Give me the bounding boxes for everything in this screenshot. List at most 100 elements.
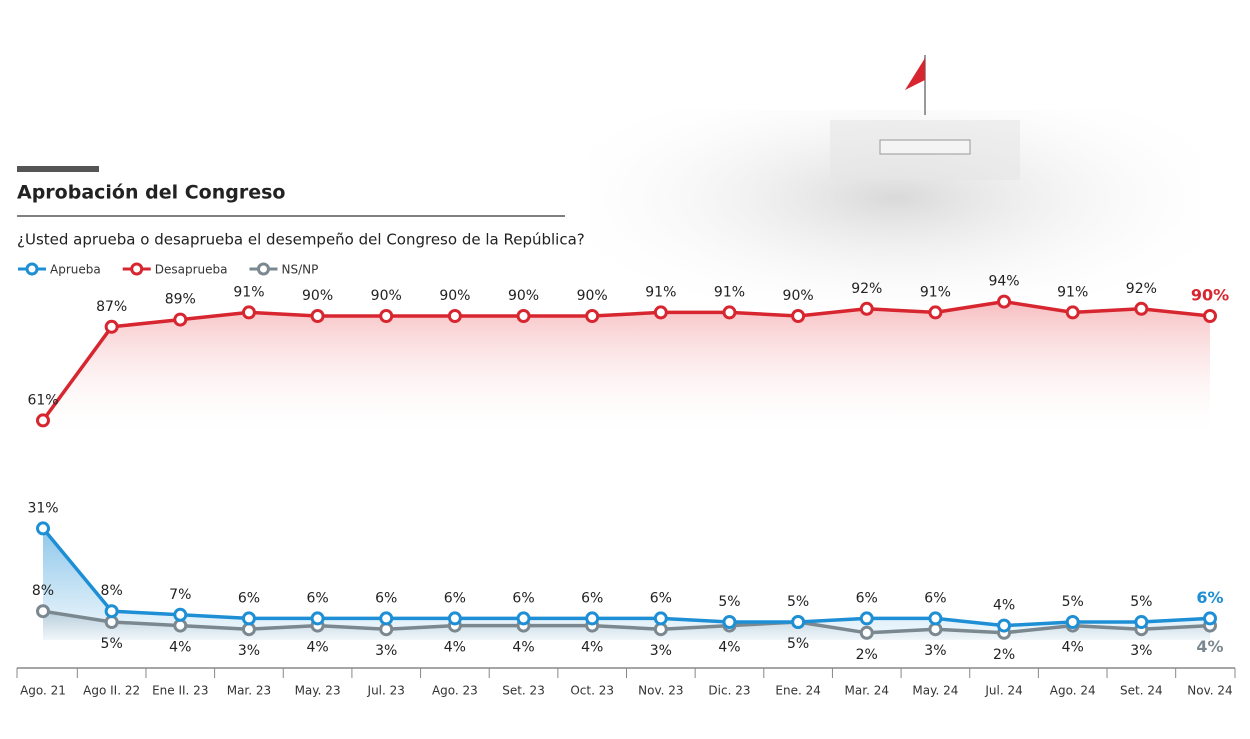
x-tick-label: Ago. 23 [432, 684, 478, 698]
data-label: 5% [787, 636, 809, 652]
x-tick-label: Nov. 23 [638, 684, 683, 698]
data-label: 6% [650, 590, 672, 606]
data-label: 6% [581, 590, 603, 606]
x-tick-label: Dic. 23 [708, 684, 750, 698]
point [173, 607, 188, 622]
data-label: 4% [169, 640, 191, 656]
data-label: 87% [96, 299, 127, 315]
data-label: 5% [1062, 594, 1084, 610]
data-label: 61% [27, 392, 58, 408]
legend-label: NS/NP [281, 263, 318, 277]
chart-subtitle: ¿Usted aprueba o desaprueba el desempeño… [17, 231, 585, 249]
data-label: 90% [577, 288, 608, 304]
point [653, 611, 668, 626]
x-tick-label: Ago. 21 [20, 684, 66, 698]
x-tick-label: Ago II. 22 [83, 684, 140, 698]
x-tick-label: May. 23 [295, 684, 341, 698]
data-label: 4% [581, 640, 603, 656]
point [928, 611, 943, 626]
x-tick-label: Nov. 24 [1187, 684, 1232, 698]
point [859, 625, 874, 640]
legend-marker [256, 262, 270, 276]
data-label: 8% [32, 583, 54, 599]
point [859, 301, 874, 316]
x-tick-label: Set. 23 [502, 684, 545, 698]
point [36, 521, 50, 536]
data-label: 4% [1196, 637, 1223, 656]
data-label: 31% [27, 500, 58, 516]
point [585, 309, 600, 323]
data-label: 3% [375, 643, 397, 659]
data-label: 90% [1191, 286, 1229, 305]
legend-label: Aprueba [50, 263, 101, 277]
point [173, 312, 188, 327]
data-label: 4% [306, 640, 328, 656]
data-label: 5% [718, 594, 740, 610]
data-label: 6% [238, 590, 260, 606]
point [310, 611, 325, 626]
data-label: 6% [444, 590, 466, 606]
x-tick-label: Jul. 23 [367, 684, 405, 698]
area [43, 301, 1210, 440]
point [722, 305, 737, 320]
data-label: 94% [988, 274, 1019, 290]
data-label: 3% [924, 643, 946, 659]
data-label: 5% [101, 636, 123, 652]
data-label: 6% [856, 590, 878, 606]
data-label: 2% [856, 647, 878, 663]
x-tick-label: May. 24 [912, 684, 958, 698]
x-tick-label: Jul. 24 [984, 684, 1022, 698]
point [104, 319, 119, 334]
x-tick-label: Ene II. 23 [152, 684, 208, 698]
point [516, 309, 531, 323]
data-label: 4% [1062, 640, 1084, 656]
data-label: 7% [169, 587, 191, 603]
point [241, 305, 256, 320]
x-tick-label: Ago. 24 [1050, 684, 1096, 698]
data-label: 3% [1130, 643, 1152, 659]
point [1203, 309, 1217, 323]
data-label: 6% [1196, 588, 1223, 607]
point [997, 618, 1012, 633]
x-tick-label: Mar. 24 [845, 684, 889, 698]
area [43, 528, 1210, 640]
point [928, 305, 943, 320]
data-label: 5% [1130, 594, 1152, 610]
data-label: 6% [924, 590, 946, 606]
data-label: 90% [302, 288, 333, 304]
data-label: 90% [508, 288, 539, 304]
point [1203, 611, 1217, 626]
x-tick-label: Ene. 24 [775, 684, 820, 698]
point [859, 611, 874, 626]
point [1065, 305, 1080, 320]
x-tick-label: Set. 24 [1120, 684, 1163, 698]
data-label: 91% [233, 284, 264, 300]
point [1134, 301, 1149, 316]
line [41, 527, 1211, 628]
background-building [590, 55, 1200, 330]
point [447, 309, 462, 323]
data-label: 90% [783, 288, 814, 304]
point [36, 604, 50, 619]
data-label: 6% [512, 590, 534, 606]
point [516, 611, 531, 626]
point [241, 611, 256, 626]
legend-marker [130, 262, 144, 276]
point [653, 305, 668, 320]
point [36, 413, 50, 428]
data-label: 92% [851, 281, 882, 297]
point [1065, 615, 1080, 629]
point [997, 294, 1012, 309]
data-label: 4% [512, 640, 534, 656]
x-tick-label: Mar. 23 [227, 684, 271, 698]
line [41, 299, 1211, 422]
point [379, 309, 394, 323]
legend-marker [25, 262, 39, 276]
data-label: 90% [439, 288, 470, 304]
point [585, 611, 600, 626]
point [722, 615, 737, 629]
x-tick-label: Oct. 23 [570, 684, 614, 698]
line [42, 609, 1211, 635]
chart-title: Aprobación del Congreso [17, 182, 285, 204]
legend-label: Desaprueba [155, 263, 228, 277]
